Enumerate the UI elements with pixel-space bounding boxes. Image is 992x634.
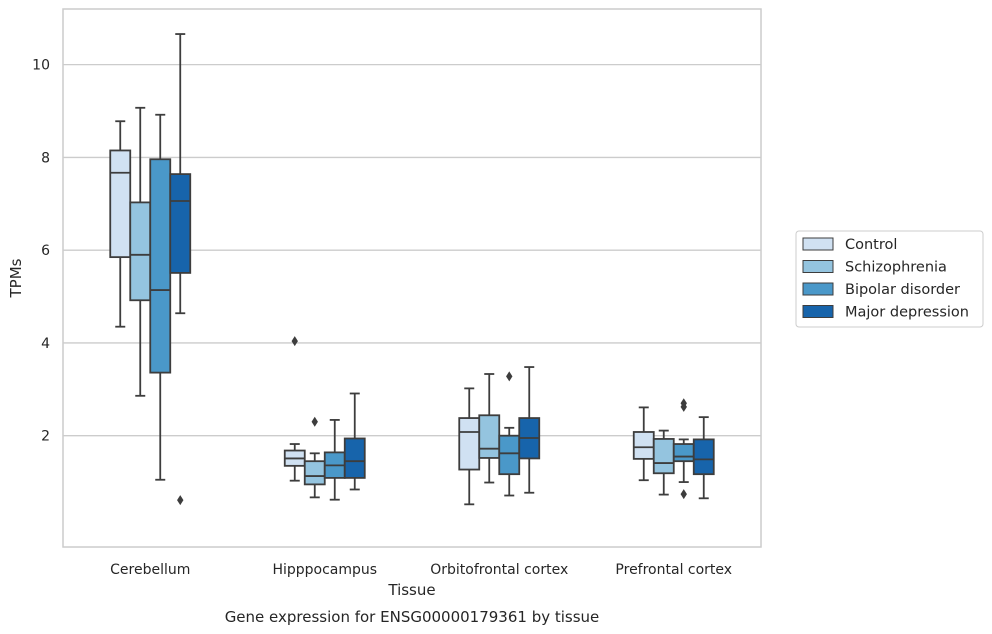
chart-caption: Gene expression for ENSG00000179361 by t… (225, 608, 600, 626)
y-axis-label: TPMs (7, 258, 25, 298)
box (343, 437, 366, 479)
legend: Control Schizophrenia Bipolar disorder Majo… (795, 230, 984, 328)
x-tick-label: Orbitofrontal cortex (430, 562, 568, 578)
y-axis-ticks: 2 4 6 8 10 (32, 58, 50, 445)
outlier-point (506, 371, 513, 382)
box (303, 460, 326, 486)
box (672, 443, 695, 463)
legend-swatch (802, 260, 834, 273)
legend-label: Schizophrenia (845, 260, 947, 276)
box (149, 158, 172, 374)
box (692, 438, 715, 476)
outlier-point (177, 495, 184, 506)
x-tick-label: Prefrontal cortex (615, 562, 732, 578)
y-tick-label: 8 (41, 150, 50, 166)
legend-swatch (802, 305, 834, 318)
outlier-point (291, 336, 298, 347)
outlier-point (680, 489, 687, 500)
legend-label: Major depression (845, 305, 969, 321)
box-series-layer (109, 33, 715, 506)
legend-swatch (802, 237, 834, 251)
series-control (109, 120, 655, 506)
legend-label: Bipolar disorder (845, 282, 960, 298)
plot-area-frame (62, 8, 762, 548)
legend-swatch (802, 282, 834, 296)
box (632, 431, 655, 460)
outlier-point (311, 416, 318, 427)
box (109, 149, 132, 259)
y-tick-label: 6 (41, 243, 50, 259)
legend-label: Control (845, 237, 897, 253)
x-axis-ticks: Cerebellum Hipppocampus Orbitofrontal cort… (110, 562, 732, 578)
box (498, 434, 521, 476)
y-tick-label: 2 (41, 429, 50, 445)
x-axis-label: Tissue (387, 581, 435, 599)
box (458, 417, 481, 471)
series-major-depression (169, 33, 715, 506)
outlier-point (680, 398, 687, 409)
x-tick-label: Hipppocampus (272, 562, 377, 578)
series-schizophrenia (129, 106, 675, 499)
series-bipolar-disorder (149, 113, 695, 501)
box (129, 201, 152, 302)
box (478, 414, 501, 459)
legend-frame (795, 230, 984, 328)
box (652, 438, 675, 475)
y-tick-label: 4 (41, 336, 50, 352)
x-tick-label: Cerebellum (110, 562, 190, 578)
y-tick-label: 10 (32, 58, 50, 74)
box (169, 173, 192, 274)
